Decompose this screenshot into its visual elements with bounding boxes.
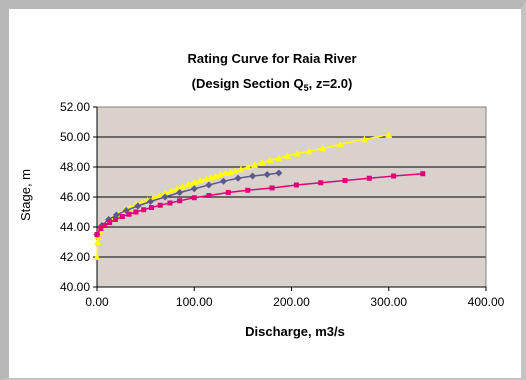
data-point-3: [107, 220, 113, 225]
data-point-1: [155, 192, 163, 199]
data-point-3: [342, 178, 348, 183]
data-point-2: [161, 193, 169, 201]
data-point-3: [245, 187, 251, 193]
x-axis-title: Discharge, m3/s: [245, 324, 345, 339]
chart-subtitle-suffix: , z=2.0): [309, 76, 353, 91]
data-point-3: [167, 200, 173, 206]
data-point-3: [293, 182, 299, 188]
data-point-3: [269, 185, 275, 191]
data-point-2: [219, 177, 227, 185]
data-point-2: [146, 198, 154, 205]
data-point-2: [112, 211, 120, 219]
data-point-2: [275, 169, 283, 177]
data-point-3: [157, 202, 163, 208]
data-point-1: [293, 150, 301, 157]
x-tick-label: 300.00: [370, 295, 407, 309]
data-point-1: [93, 238, 101, 245]
data-point-3: [225, 190, 231, 195]
data-point-3: [191, 195, 197, 201]
data-point-1: [385, 131, 393, 138]
data-point-2: [190, 185, 198, 193]
data-point-1: [173, 185, 181, 192]
data-point-1: [149, 194, 157, 201]
data-point-1: [266, 156, 274, 164]
plot-area: 40.00 42.00 44.00 46.00 48.00 50.00 52.00 0.00 1…: [60, 100, 505, 309]
data-point-1: [237, 165, 245, 173]
data-point-1: [284, 152, 292, 159]
data-point-1: [184, 180, 192, 188]
data-point-1: [221, 169, 229, 176]
y-tick-label: 40.00: [60, 280, 90, 294]
data-point-3: [206, 193, 212, 198]
data-point-2: [234, 174, 242, 182]
data-point-2: [249, 172, 257, 180]
x-tick-label: 100.00: [176, 295, 213, 309]
data-point-3: [112, 217, 118, 222]
data-point-3: [420, 171, 426, 177]
data-point-3: [366, 175, 372, 181]
y-tick-label: 52.00: [60, 100, 90, 114]
data-point-3: [102, 223, 108, 228]
y-tick-label: 46.00: [60, 190, 90, 204]
chart-title: Rating Curve for Raia River: [187, 51, 356, 66]
x-tick-label: 200.00: [273, 295, 310, 309]
data-point-1: [196, 177, 204, 184]
data-point-1: [179, 183, 187, 190]
data-point-3: [98, 226, 104, 231]
data-point-1: [231, 167, 239, 174]
data-point-2: [205, 181, 213, 189]
y-tick-label: 48.00: [60, 160, 90, 174]
data-point-2: [134, 202, 142, 210]
data-point-3: [133, 209, 139, 215]
data-point-3: [126, 211, 132, 217]
chart-subtitle: (Design Section Q5, z=2.0): [192, 76, 353, 93]
data-point-3: [94, 232, 100, 237]
y-tick-label: 42.00: [60, 250, 90, 264]
x-tick-label: 400.00: [468, 295, 505, 309]
data-point-1: [258, 159, 266, 166]
data-point-1: [93, 253, 101, 260]
data-point-2: [263, 171, 271, 178]
data-point-1: [190, 178, 198, 185]
data-point-1: [167, 187, 175, 194]
data-point-3: [148, 205, 154, 210]
data-point-1: [275, 154, 283, 161]
data-point-3: [318, 180, 324, 186]
data-point-3: [141, 207, 147, 213]
data-point-1: [161, 189, 169, 197]
data-point-3: [119, 214, 125, 219]
data-point-1: [319, 144, 327, 152]
y-axis-title: Stage, m: [18, 169, 33, 221]
data-point-3: [391, 173, 397, 179]
data-point-1: [360, 135, 368, 143]
y-tick-label: 50.00: [60, 130, 90, 144]
y-tick-label: 44.00: [60, 220, 90, 234]
series-line-2: [96, 172, 279, 235]
chart-subtitle-subscript: 5: [304, 83, 309, 93]
data-point-2: [176, 189, 184, 196]
data-point-1: [251, 161, 259, 168]
data-point-1: [305, 147, 313, 155]
data-point-1: [336, 141, 344, 148]
chart-subtitle-prefix: (Design Section Q: [192, 76, 304, 91]
data-point-1: [244, 163, 252, 170]
x-tick-label: 0.00: [85, 295, 109, 309]
data-point-3: [177, 198, 183, 204]
